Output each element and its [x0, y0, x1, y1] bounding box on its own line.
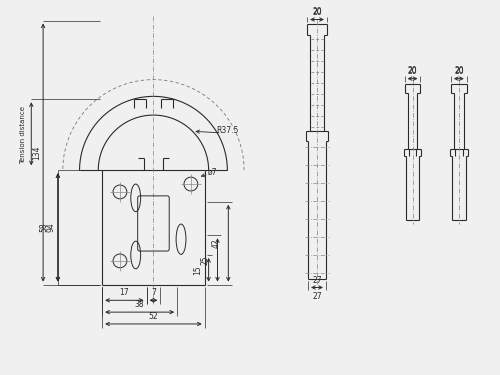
Text: 27: 27: [312, 276, 322, 285]
Text: 7: 7: [151, 288, 156, 297]
Text: 20: 20: [312, 7, 322, 16]
Text: 94: 94: [47, 222, 56, 232]
Text: Tension distance: Tension distance: [20, 106, 26, 164]
Text: 25: 25: [200, 255, 209, 265]
Text: 20: 20: [454, 66, 464, 75]
Text: R37.5: R37.5: [216, 126, 239, 135]
Text: 27: 27: [312, 292, 322, 301]
Text: 20: 20: [312, 8, 322, 16]
Text: 38: 38: [135, 300, 144, 309]
Text: ø7: ø7: [208, 168, 218, 177]
Text: 52: 52: [148, 312, 158, 321]
Text: 20: 20: [408, 66, 418, 75]
Text: 15: 15: [192, 265, 202, 274]
Text: 134: 134: [32, 145, 41, 160]
Text: 20: 20: [454, 67, 464, 76]
Text: 20: 20: [408, 67, 418, 76]
Text: 58: 58: [39, 223, 48, 232]
Text: 42: 42: [212, 238, 220, 248]
Text: 17: 17: [120, 288, 129, 297]
